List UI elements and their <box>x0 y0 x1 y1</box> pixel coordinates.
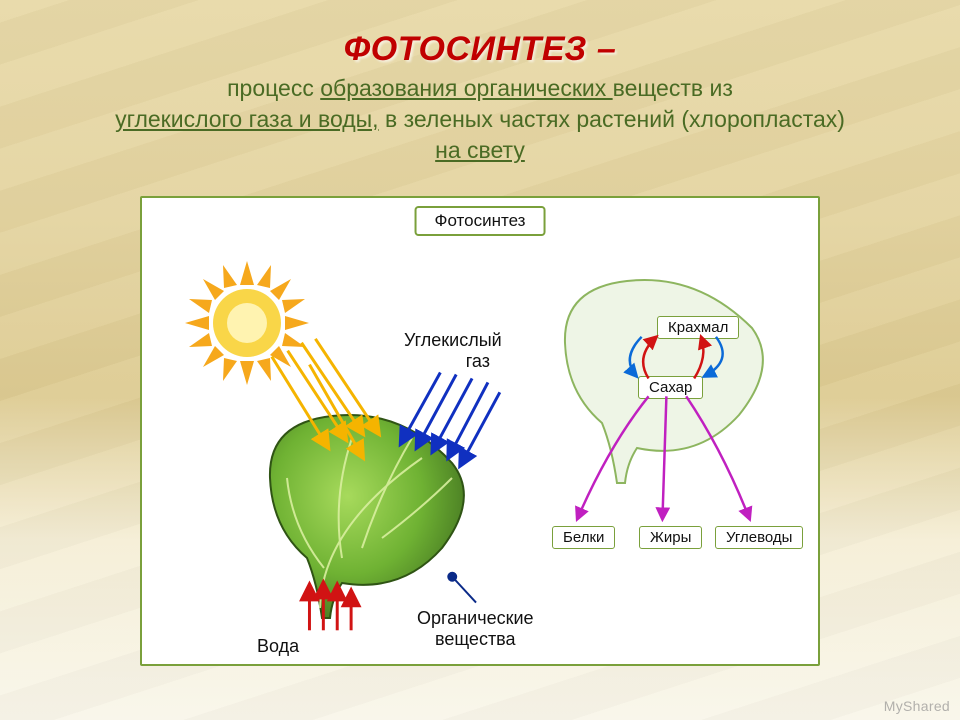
def-part1: процесс <box>227 75 320 101</box>
co2-line1: Углекислый <box>404 330 502 350</box>
carbs-box: Углеводы <box>715 526 803 549</box>
panel-title: Фотосинтез <box>415 206 546 236</box>
proteins-box: Белки <box>552 526 615 549</box>
def-ul2: углекислого газа и воды, <box>115 106 379 132</box>
def-ul3: на свету <box>435 137 525 163</box>
title-main: ФОТОСИНТЕЗ – <box>70 30 890 69</box>
sun-icon <box>182 258 312 388</box>
org-line2: вещества <box>435 629 516 649</box>
starch-box: Крахмал <box>657 316 739 339</box>
fats-box: Жиры <box>639 526 702 549</box>
definition-text: процесс образования органических веществ… <box>70 73 890 166</box>
def-part3: в зеленых частях растений (хлоропластах) <box>379 106 845 132</box>
co2-line2: газ <box>416 351 490 371</box>
diagram-frame: Фотосинтез <box>140 196 820 666</box>
def-ul1: образования органических <box>320 75 612 101</box>
co2-label: Углекислый газ <box>404 330 502 372</box>
sugar-box: Сахар <box>638 376 703 399</box>
title-block: ФОТОСИНТЕЗ – процесс образования органич… <box>0 0 960 184</box>
def-part2: веществ из <box>613 75 733 101</box>
water-label: Вода <box>257 636 299 657</box>
watermark: MyShared <box>884 698 950 714</box>
org-line1: Органические <box>417 608 534 628</box>
green-leaf-icon <box>262 408 482 638</box>
organic-label: Органические вещества <box>417 608 534 650</box>
